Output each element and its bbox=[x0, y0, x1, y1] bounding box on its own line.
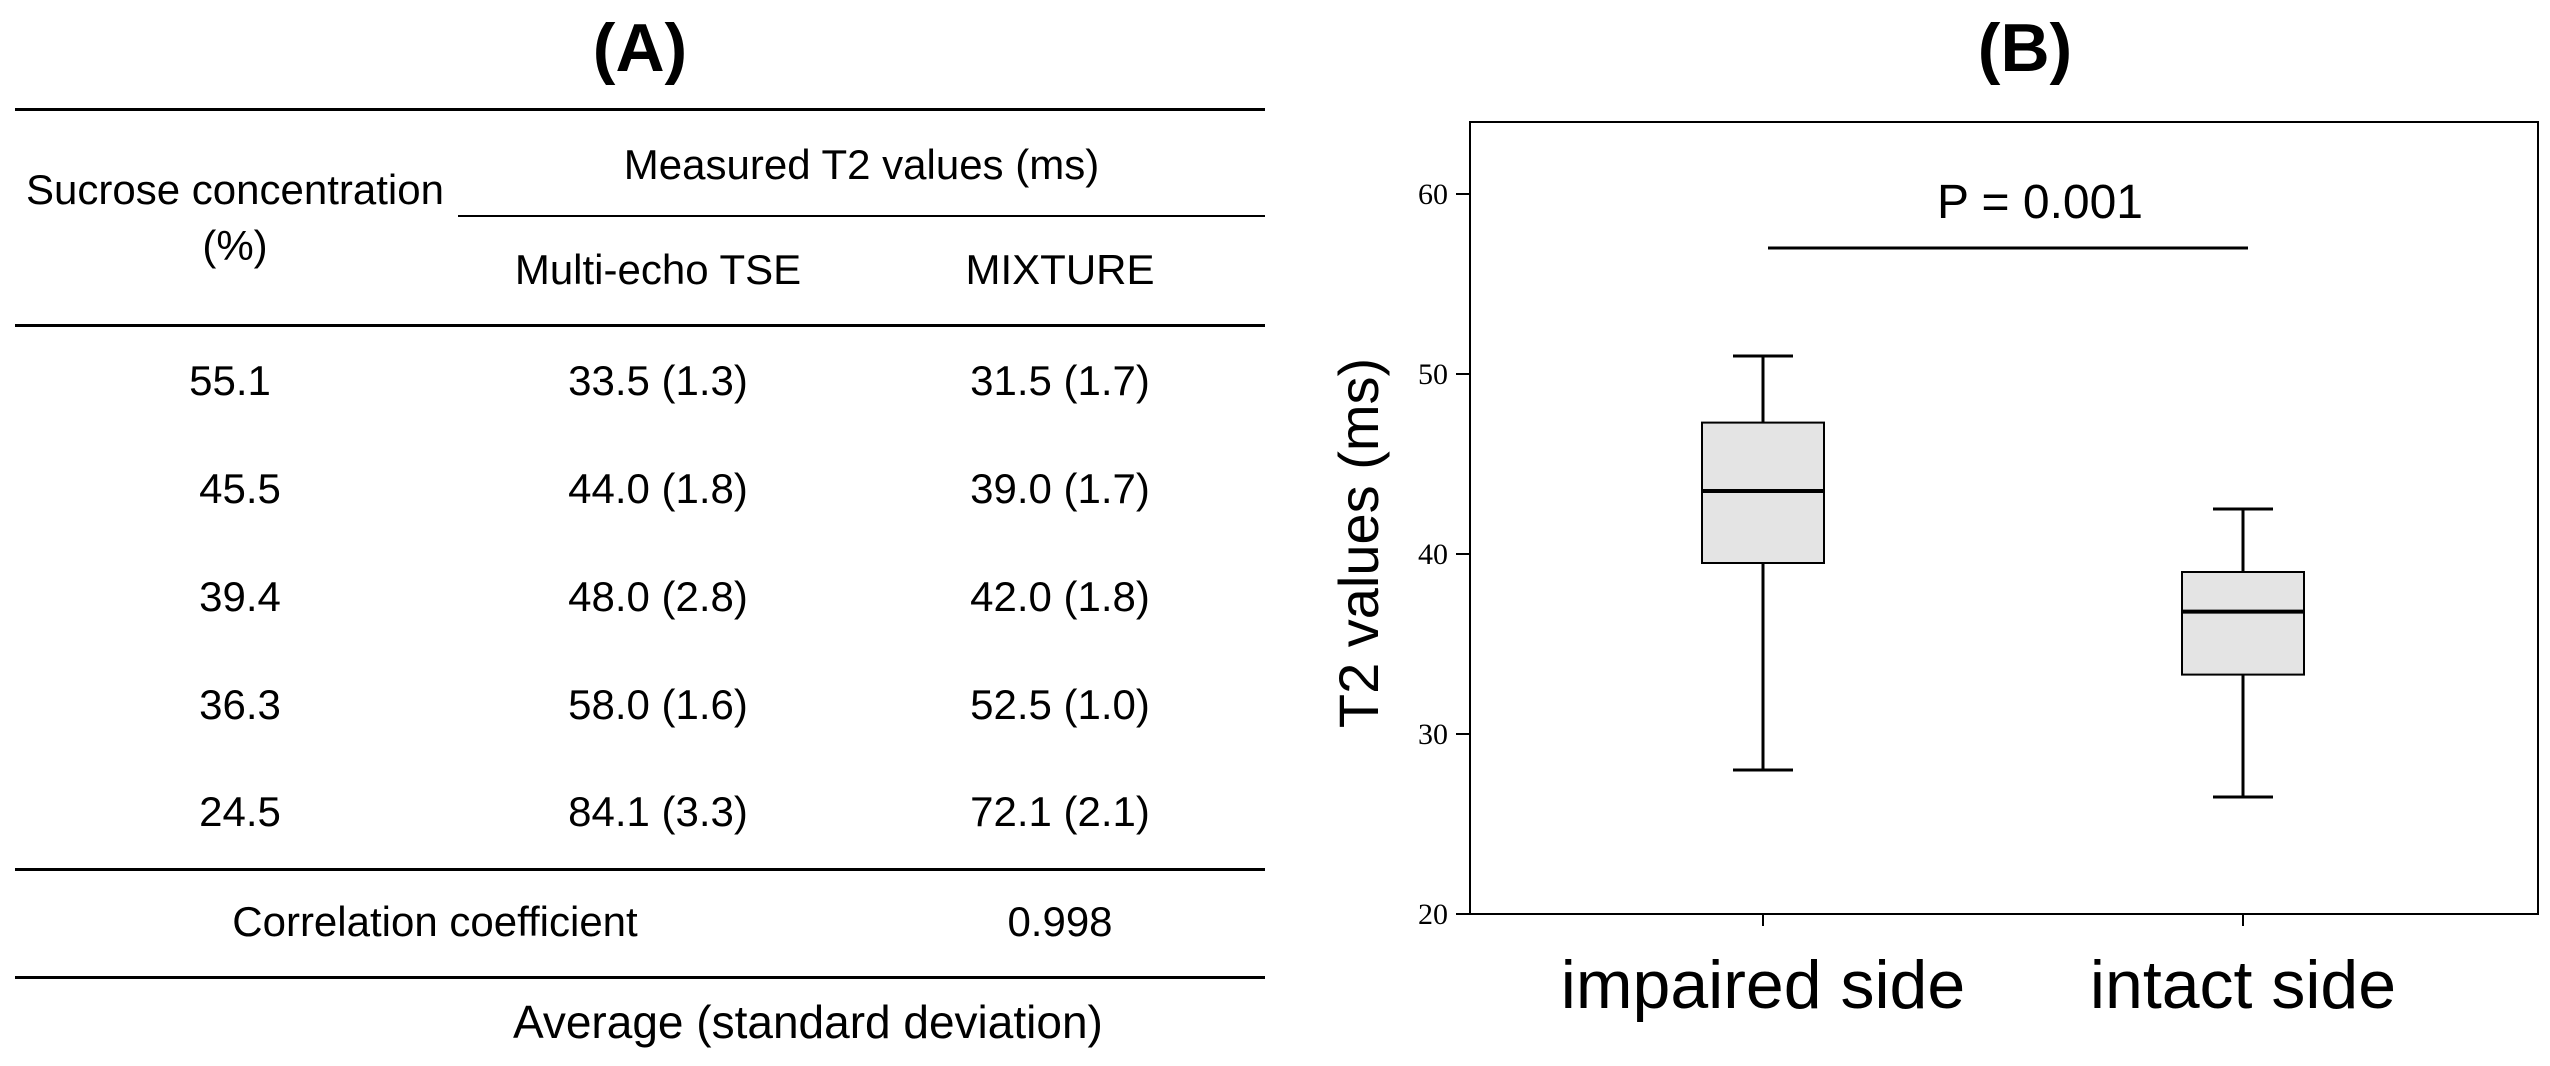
table-cell-tse: 48.0 (2.8) bbox=[568, 573, 748, 620]
table-footnote: Average (standard deviation) bbox=[513, 996, 1103, 1048]
table-cell-tse: 33.5 (1.3) bbox=[568, 357, 748, 404]
panel-b-label: (B) bbox=[1977, 10, 2073, 86]
header-measured-t2: Measured T2 values (ms) bbox=[623, 141, 1100, 188]
y-axis-title: T2 values (ms) bbox=[1327, 358, 1390, 728]
table-cell-sucrose: 36.3 bbox=[199, 681, 281, 728]
table-cell-tse: 84.1 (3.3) bbox=[568, 788, 748, 835]
y-tick-label: 60 bbox=[1418, 178, 1448, 211]
table-cell-sucrose: 24.5 bbox=[199, 788, 281, 835]
table-cell-mixture: 72.1 (2.1) bbox=[970, 788, 1150, 835]
y-tick-label: 30 bbox=[1418, 718, 1448, 751]
table-cell-mixture: 31.5 (1.7) bbox=[970, 357, 1150, 404]
p-value-annotation: P = 0.001 bbox=[1937, 176, 2143, 229]
table-cell-sucrose: 45.5 bbox=[199, 465, 281, 512]
correlation-label: Correlation coefficient bbox=[232, 898, 638, 945]
table-bottom-rule bbox=[15, 976, 1265, 979]
table-cell-mixture: 42.0 (1.8) bbox=[970, 573, 1150, 620]
x-tick-label: impaired side bbox=[1561, 947, 1965, 1023]
header-mixture: MIXTURE bbox=[965, 246, 1155, 293]
header-multi-echo-tse: Multi-echo TSE bbox=[514, 246, 802, 293]
table-cell-mixture: 52.5 (1.0) bbox=[970, 681, 1150, 728]
header-sucrose-concentration: Sucrose concentration (%) bbox=[26, 166, 444, 269]
table-cell-sucrose: 39.4 bbox=[199, 573, 281, 620]
y-tick-label: 40 bbox=[1418, 538, 1448, 571]
table-cell-tse: 58.0 (1.6) bbox=[568, 681, 748, 728]
panel-a-label: (A) bbox=[592, 10, 688, 86]
table-cell-tse: 44.0 (1.8) bbox=[568, 465, 748, 512]
table-top-rule bbox=[15, 108, 1265, 111]
plot-frame bbox=[1469, 121, 2539, 915]
y-tick-label: 50 bbox=[1418, 358, 1448, 391]
table-cell-sucrose: 55.1 bbox=[189, 357, 271, 404]
x-tick-label: intact side bbox=[2090, 947, 2396, 1023]
table-header-bottom-rule bbox=[15, 324, 1265, 327]
table-header-mid-rule bbox=[458, 215, 1265, 217]
box-iqr bbox=[2181, 571, 2305, 676]
y-tick-label: 20 bbox=[1418, 898, 1448, 931]
correlation-value: 0.998 bbox=[1007, 898, 1113, 945]
table-cell-mixture: 39.0 (1.7) bbox=[970, 465, 1150, 512]
table-body-bottom-rule bbox=[15, 868, 1265, 871]
